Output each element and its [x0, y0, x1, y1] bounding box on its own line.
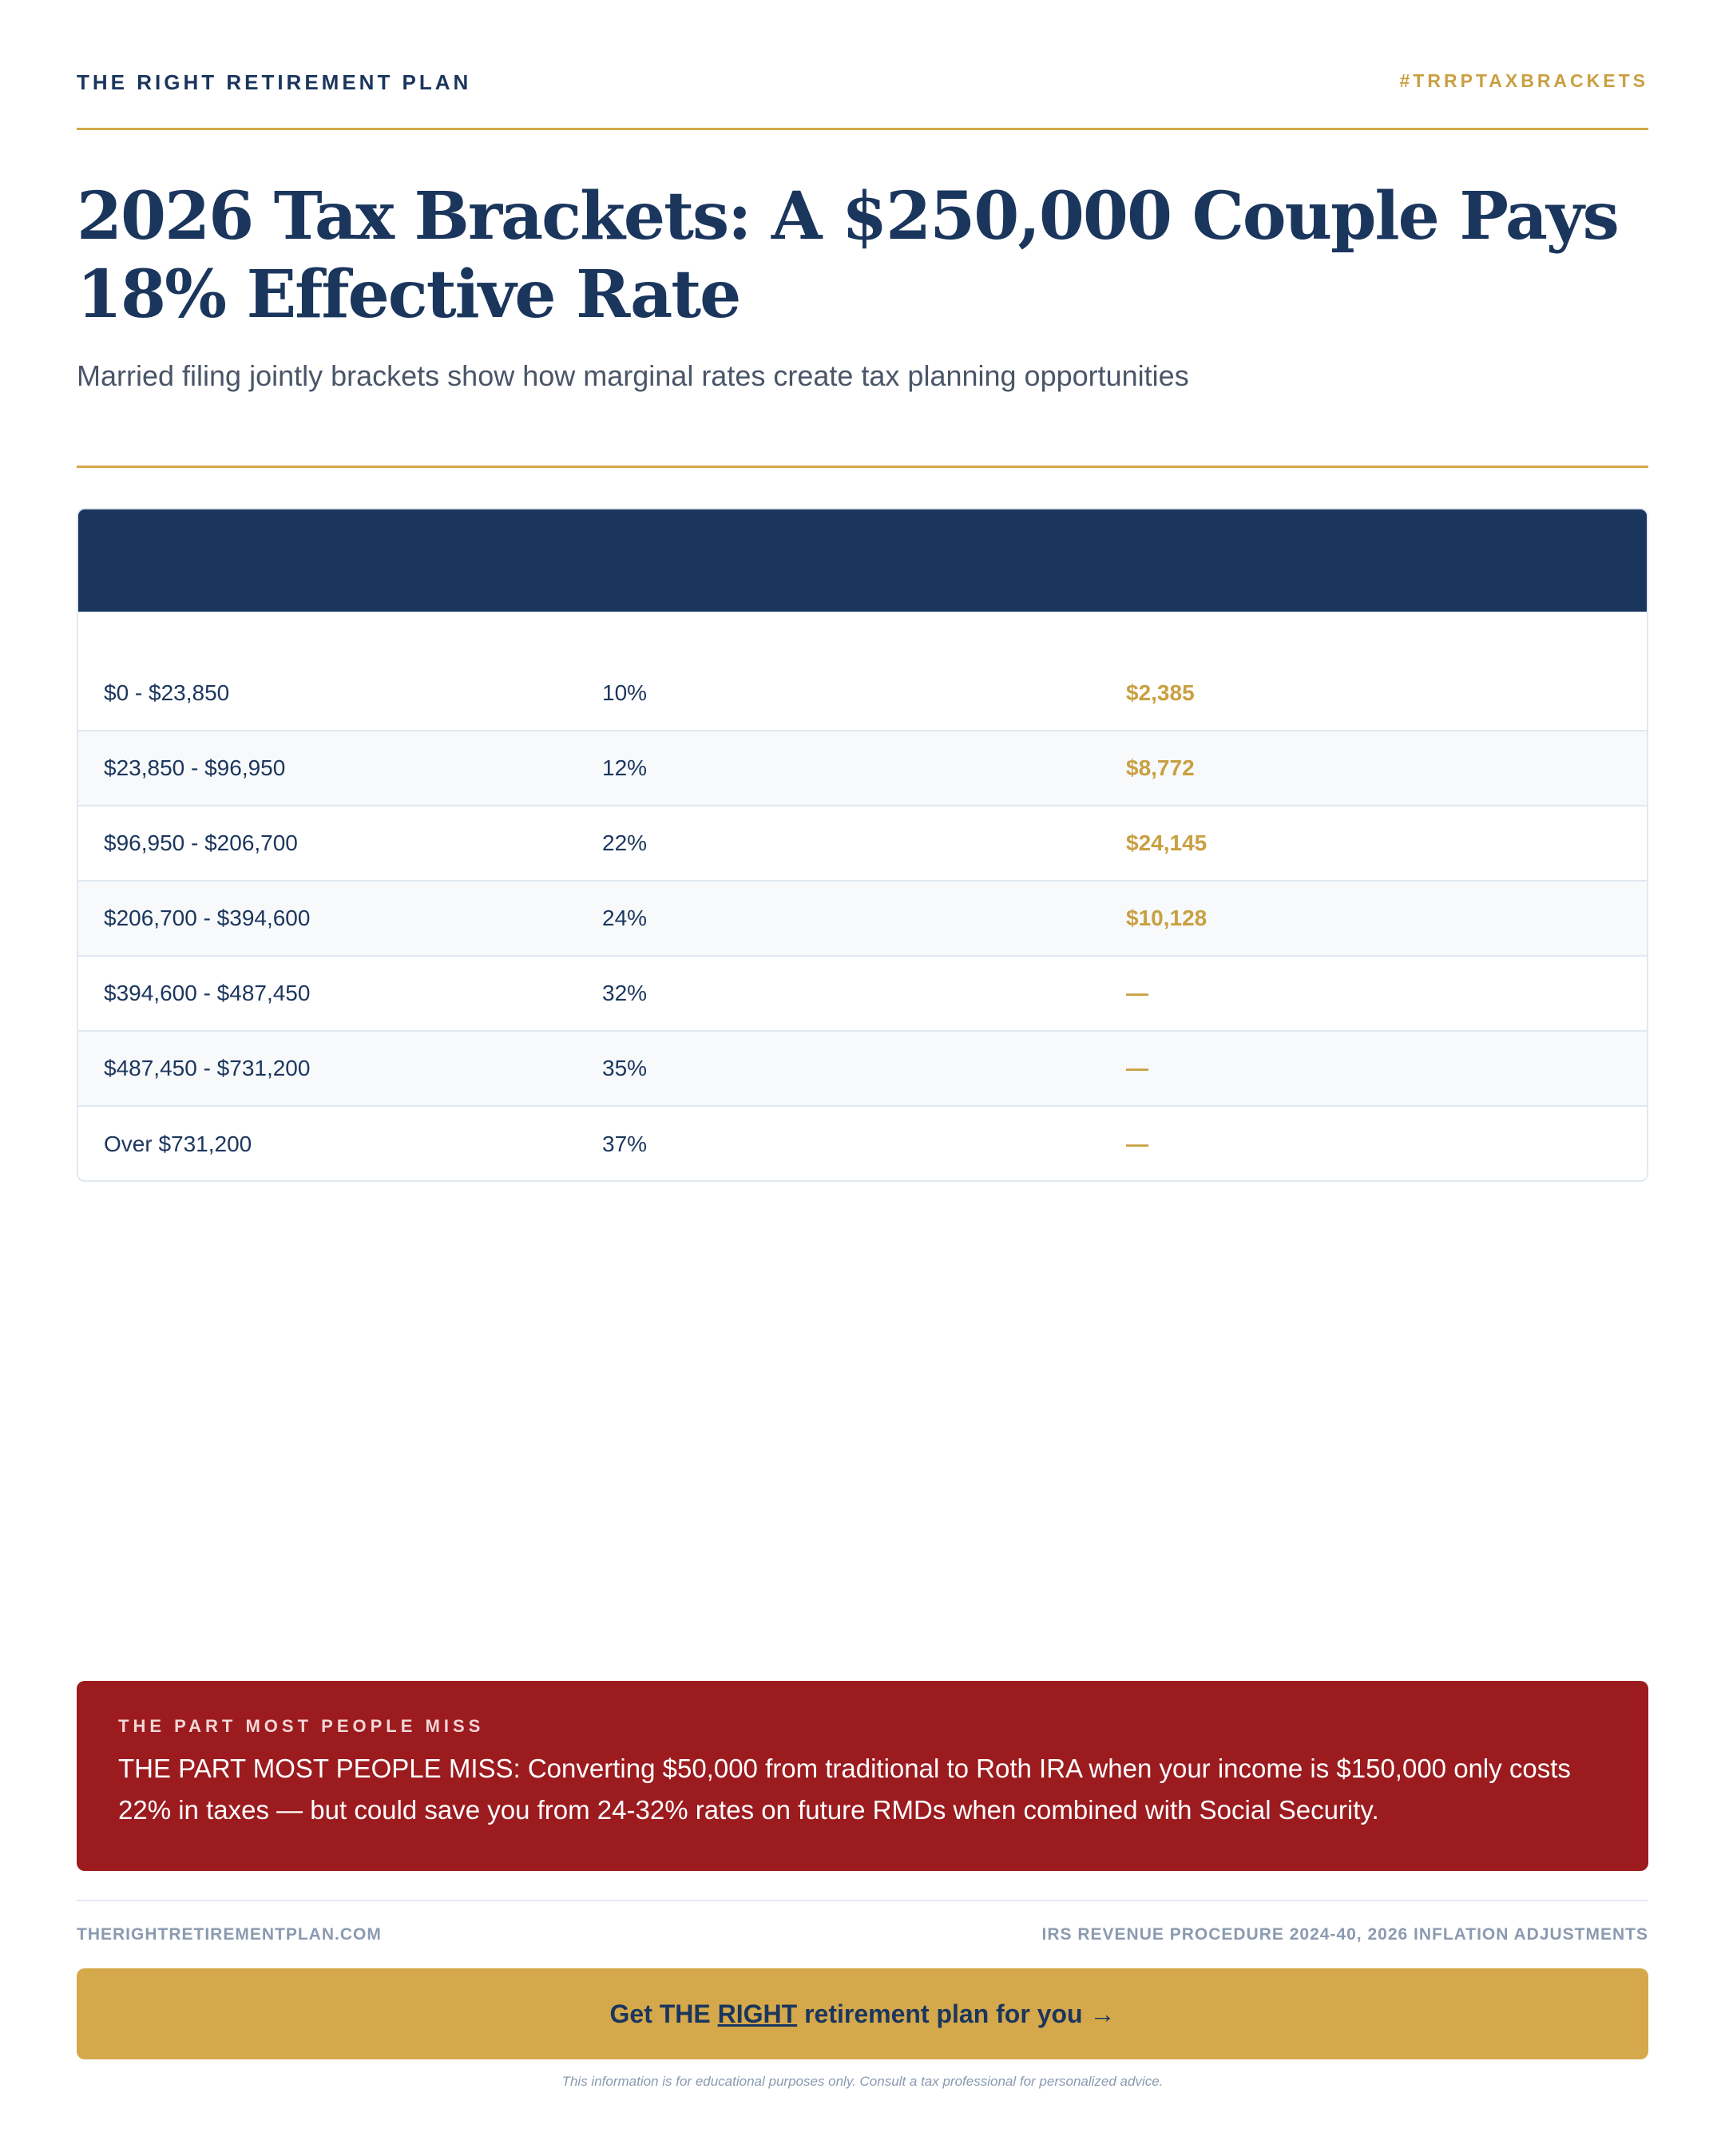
table-row: $206,700 - $394,600 24% $10,128: [78, 882, 1647, 957]
table-row: $96,950 - $206,700 22% $24,145: [78, 807, 1647, 882]
source-note: IRS REVENUE PROCEDURE 2024-40, 2026 INFL…: [1041, 1925, 1648, 1944]
bracket-range: Over $731,200: [104, 1132, 252, 1156]
cta-text-emphasis: RIGHT: [717, 1999, 798, 2028]
cta-button[interactable]: Get THE RIGHT retirement plan for you →: [77, 1968, 1648, 2059]
bracket-range: $394,600 - $487,450: [104, 981, 311, 1005]
callout-text: THE PART MOST PEOPLE MISS: Converting $5…: [118, 1754, 1571, 1825]
brand-name: THE RIGHT RETIREMENT PLAN: [77, 70, 472, 94]
bracket-tax: $2,385: [1126, 680, 1195, 705]
bracket-rate: 22%: [602, 830, 648, 855]
table-row: Over $731,200 37% —: [78, 1107, 1647, 1180]
cta-text-pre: Get THE: [609, 1999, 718, 2028]
bracket-rate: 10%: [602, 680, 648, 705]
page-subtitle: Married filing jointly brackets show how…: [77, 359, 1189, 392]
table-row: $394,600 - $487,450 32% —: [78, 957, 1647, 1032]
site-link[interactable]: THERIGHTRETIREMENTPLAN.COM: [77, 1925, 382, 1944]
bracket-range: $23,850 - $96,950: [104, 755, 286, 780]
disclaimer: This information is for educational purp…: [561, 2074, 1164, 2089]
bracket-tax: $8,772: [1126, 755, 1195, 780]
bracket-range: $96,950 - $206,700: [104, 830, 298, 855]
tax-bracket-table: $0 - $23,850 10% $2,385 $23,850 - $96,950 12…: [77, 508, 1648, 1182]
bracket-tax: $24,145: [1126, 830, 1208, 855]
bracket-rate: 35%: [602, 1056, 648, 1080]
bracket-range: $487,450 - $731,200: [104, 1056, 311, 1080]
header-divider: [77, 128, 1648, 130]
bracket-rate: 32%: [602, 981, 648, 1005]
callout-label: THE PART MOST PEOPLE MISS: [118, 1716, 485, 1736]
table-header: [78, 509, 1647, 612]
page-title: 2026 Tax Brackets: A $250,000 Couple Pay…: [77, 178, 1620, 333]
bracket-tax: —: [1126, 1132, 1148, 1156]
bracket-rate: 12%: [602, 755, 648, 780]
hashtag: #TRRPTAXBRACKETS: [1399, 70, 1648, 91]
table-body: $0 - $23,850 10% $2,385 $23,850 - $96,950 12…: [78, 612, 1647, 1180]
bracket-tax: —: [1126, 1056, 1148, 1080]
bracket-tax: —: [1126, 981, 1148, 1005]
callout-box: THE PART MOST PEOPLE MISS THE PART MOST …: [77, 1681, 1648, 1871]
bracket-rate: 24%: [602, 906, 648, 930]
cta-text-post: retirement plan for you →: [797, 1999, 1116, 2028]
bracket-tax: $10,128: [1126, 906, 1208, 930]
bracket-range: $206,700 - $394,600: [104, 906, 311, 930]
bracket-rate: 37%: [602, 1132, 648, 1156]
footer-divider: [77, 1900, 1648, 1901]
table-row: $487,450 - $731,200 35% —: [78, 1032, 1647, 1107]
title-divider: [77, 466, 1648, 468]
table-row: $23,850 - $96,950 12% $8,772: [78, 731, 1647, 807]
bracket-range: $0 - $23,850: [104, 680, 230, 705]
table-row: $0 - $23,850 10% $2,385: [78, 612, 1647, 731]
